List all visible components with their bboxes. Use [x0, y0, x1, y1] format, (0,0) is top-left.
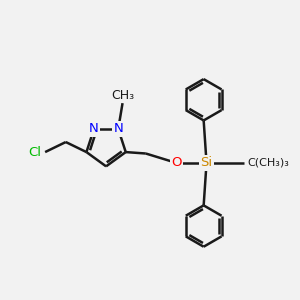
Text: Cl: Cl	[28, 146, 41, 159]
Text: Si: Si	[200, 156, 213, 170]
Text: CH₃: CH₃	[111, 88, 134, 102]
Text: N: N	[89, 122, 99, 136]
Text: N: N	[113, 122, 123, 136]
Text: O: O	[171, 156, 182, 170]
Text: C(CH₃)₃: C(CH₃)₃	[247, 158, 289, 168]
